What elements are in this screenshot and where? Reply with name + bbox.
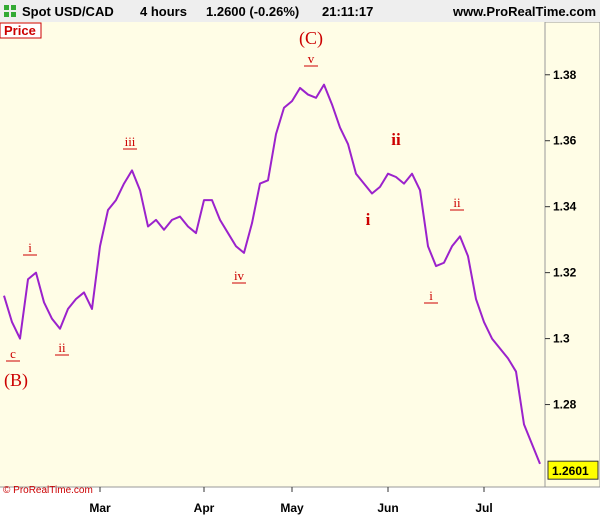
quote: 1.2600 (-0.26%) [206, 4, 299, 19]
icon [4, 12, 9, 17]
time: 21:11:17 [322, 4, 373, 19]
wave-label: i [28, 240, 32, 255]
wave-label: v [308, 51, 315, 66]
y-tick-label: 1.38 [553, 68, 577, 82]
symbol: Spot USD/CAD [22, 4, 114, 19]
period: 4 hours [140, 4, 187, 19]
icon [11, 12, 16, 17]
wave-label: ii [58, 340, 66, 355]
wave-label: ii [391, 130, 401, 149]
wave-label: c [10, 346, 16, 361]
y-tick-label: 1.3 [553, 332, 570, 346]
y-tick-label: 1.28 [553, 398, 577, 412]
header-bar [0, 0, 600, 22]
last-price-box [547, 460, 599, 480]
wave-label: ii [453, 195, 461, 210]
x-tick-label: Jul [475, 501, 492, 515]
wave-label: i [366, 210, 371, 229]
panel-label: Price [4, 23, 36, 38]
wave-label: (C) [299, 28, 323, 49]
y-axis-area [544, 21, 600, 488]
price-line [3, 83, 541, 465]
panel-label-box [0, 22, 42, 39]
y-tick-label: 1.34 [553, 200, 577, 214]
x-tick-label: Apr [194, 501, 215, 515]
icon [4, 5, 9, 10]
plot-area [0, 22, 545, 487]
wave-label: (B) [4, 370, 28, 391]
site: www.ProRealTime.com [452, 4, 596, 19]
wave-label: iv [234, 268, 245, 283]
y-tick-label: 1.36 [553, 134, 577, 148]
last-price-label: 1.2601 [552, 464, 589, 478]
wave-label: iii [125, 134, 136, 149]
copyright: © ProRealTime.com [3, 485, 93, 496]
x-tick-label: Jun [377, 501, 398, 515]
icon [11, 5, 16, 10]
x-tick-label: Mar [89, 501, 111, 515]
y-tick-label: 1.32 [553, 266, 577, 280]
wave-label: i [429, 288, 433, 303]
x-tick-label: May [280, 501, 304, 515]
